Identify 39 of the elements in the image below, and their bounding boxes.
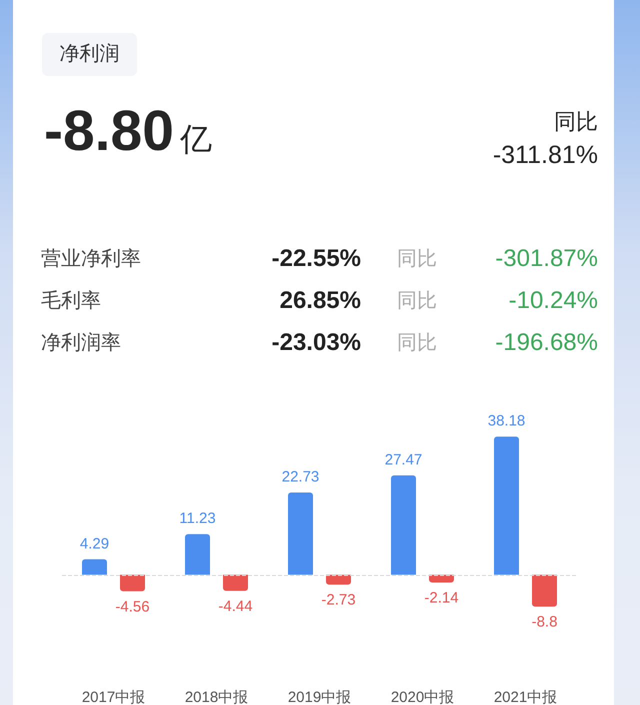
bar [120, 574, 145, 592]
data-label: 38.18 [488, 412, 526, 430]
text: 同比 [554, 109, 598, 136]
text: -22.55% [272, 244, 361, 274]
bar [288, 492, 313, 575]
text: -8.80亿 [44, 99, 212, 164]
text: -23.03% [272, 328, 361, 358]
bar [185, 534, 210, 575]
text: 净利润 [58, 42, 120, 66]
data-label: -2.73 [321, 592, 356, 609]
x-tick-label: 2021中报 [494, 689, 558, 705]
bar [391, 475, 416, 575]
bar [532, 574, 557, 607]
x-tick-label: 2020中报 [390, 689, 454, 705]
data-label: 4.29 [80, 535, 110, 552]
data-label: 11.23 [179, 510, 216, 528]
x-tick-label: 2019中报 [288, 689, 352, 705]
data-label: -8.8 [532, 614, 558, 631]
bar [82, 559, 107, 575]
bar [223, 574, 248, 591]
data-label: -4.56 [115, 598, 150, 616]
bar [494, 436, 519, 575]
x-tick-label: 2017中报 [82, 689, 146, 705]
text: -301.87% [495, 244, 598, 274]
x-tick-label: 2018中报 [184, 689, 248, 705]
text: 净利润率 [41, 331, 121, 356]
text: -10.24% [508, 286, 598, 316]
text: 营业净利率 [41, 247, 141, 272]
text: 同比 [397, 247, 437, 272]
text: 同比 [397, 331, 437, 356]
data-label: 22.73 [282, 468, 320, 486]
text: -196.68% [495, 328, 598, 358]
data-label: -2.14 [424, 590, 459, 607]
text: 26.85% [280, 286, 361, 316]
text: 毛利率 [41, 289, 101, 314]
data-label: -4.44 [218, 598, 253, 615]
text: -311.81% [492, 140, 598, 170]
text: 同比 [397, 289, 437, 314]
data-label: 27.47 [384, 451, 422, 468]
